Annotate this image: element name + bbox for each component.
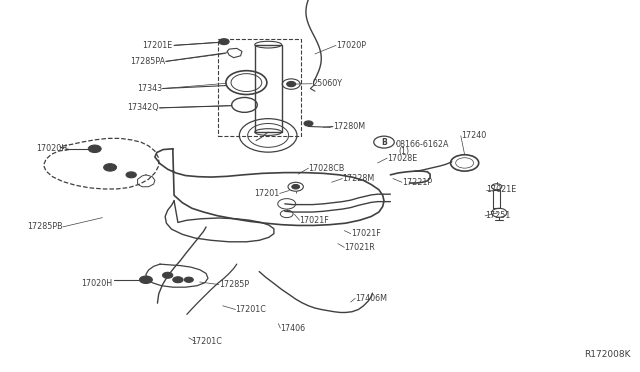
Text: 17406: 17406 [280, 324, 305, 333]
Circle shape [184, 277, 193, 282]
Text: 17240: 17240 [461, 131, 486, 140]
Text: 17201: 17201 [255, 189, 280, 198]
Text: 17020H: 17020H [81, 279, 112, 288]
Text: 17021F: 17021F [351, 229, 380, 238]
Text: 17221P: 17221P [402, 178, 432, 187]
Text: 17343: 17343 [137, 84, 162, 93]
Circle shape [287, 81, 296, 87]
Text: 17021R: 17021R [344, 243, 375, 252]
Text: 17280M: 17280M [333, 122, 365, 131]
Text: 17201E: 17201E [143, 41, 173, 50]
Circle shape [304, 121, 313, 126]
Text: 17251: 17251 [485, 211, 511, 220]
Text: 17228M: 17228M [342, 174, 374, 183]
Text: 17028E: 17028E [387, 154, 417, 163]
Text: 17201C: 17201C [236, 305, 266, 314]
Text: 17020P: 17020P [336, 41, 366, 50]
Text: B: B [381, 138, 387, 147]
Text: 08166-6162A: 08166-6162A [396, 140, 449, 149]
Bar [218, 39, 301, 136]
Text: 17201C: 17201C [191, 337, 221, 346]
Text: 17028CB: 17028CB [308, 164, 345, 173]
Circle shape [219, 39, 229, 45]
Circle shape [163, 272, 173, 278]
Text: 25060Y: 25060Y [312, 79, 342, 88]
Text: (1): (1) [398, 147, 409, 155]
Circle shape [292, 185, 300, 189]
Text: 17406M: 17406M [355, 294, 387, 303]
Text: 17285P: 17285P [219, 280, 249, 289]
Circle shape [173, 277, 183, 283]
Text: 17285PA: 17285PA [130, 57, 165, 66]
Circle shape [88, 145, 101, 153]
Text: 17021E: 17021E [486, 185, 516, 194]
Text: 17342Q: 17342Q [127, 103, 159, 112]
Text: 17020H: 17020H [36, 144, 67, 153]
Circle shape [104, 164, 116, 171]
Circle shape [126, 172, 136, 178]
Circle shape [140, 276, 152, 283]
Text: 17021F: 17021F [300, 216, 329, 225]
Text: R172008K: R172008K [584, 350, 630, 359]
Text: 17285PB: 17285PB [27, 222, 63, 231]
